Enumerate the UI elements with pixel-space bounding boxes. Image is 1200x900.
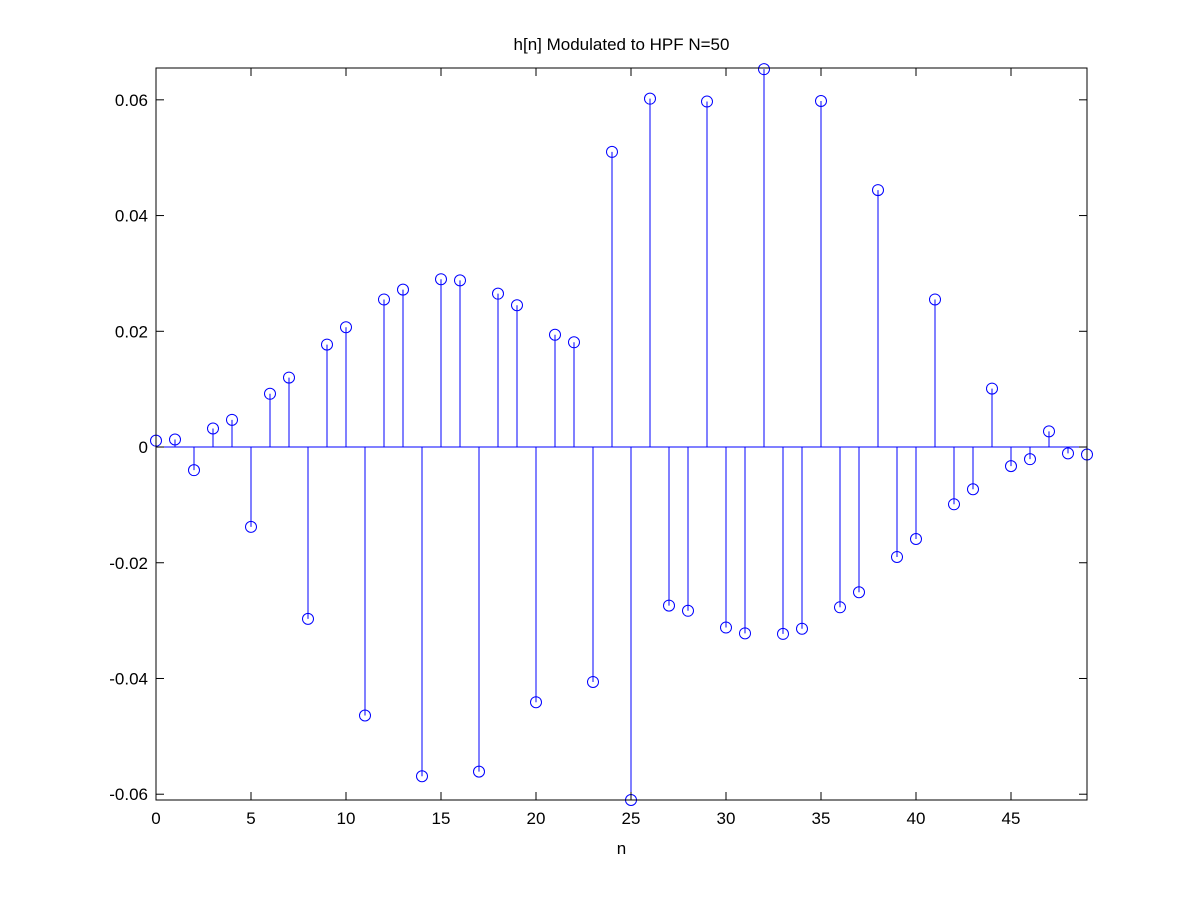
stem-marker xyxy=(682,604,694,617)
y-axis-ticks: -0.06 -0.04 -0.02 0 0.02 0.04 0.06 xyxy=(109,91,1087,804)
plot-area xyxy=(156,68,1087,800)
y-tick-label: -0.06 xyxy=(109,785,148,804)
stem-marker xyxy=(967,483,979,496)
stem-marker xyxy=(910,533,922,546)
stem-marker xyxy=(245,520,257,533)
stem-marker xyxy=(530,696,542,709)
stem-marker xyxy=(340,321,352,334)
stem-marker xyxy=(853,586,865,599)
axes-box xyxy=(155,67,1088,801)
stem-marker xyxy=(758,63,770,76)
x-tick-label: 15 xyxy=(432,809,451,828)
stem-marker xyxy=(568,336,580,349)
y-tick-label: 0.04 xyxy=(115,207,148,226)
stem-marker xyxy=(739,627,751,640)
stem-marker xyxy=(587,675,599,688)
stem-marker xyxy=(1043,425,1055,438)
stem-marker xyxy=(796,622,808,635)
stem-marker xyxy=(644,92,656,105)
x-axis-ticks: 0 5 10 15 20 25 30 35 40 45 xyxy=(151,68,1020,828)
stem-marker xyxy=(435,273,447,286)
stem-marker xyxy=(1024,453,1036,466)
y-tick-label: -0.02 xyxy=(109,554,148,573)
stem-marker xyxy=(416,770,428,783)
stem-marker xyxy=(188,464,200,477)
stem-marker xyxy=(473,765,485,778)
y-tick-label: 0 xyxy=(139,438,148,457)
axes-frame xyxy=(155,67,1088,801)
stem-marker xyxy=(986,382,998,395)
stem-marker xyxy=(834,601,846,614)
stem-marker xyxy=(891,550,903,563)
y-tick-label: -0.04 xyxy=(109,669,148,688)
stem-marker xyxy=(397,283,409,296)
x-tick-label: 20 xyxy=(527,809,546,828)
stem-marker xyxy=(207,422,219,435)
chart-title: h[n] Modulated to HPF N=50 xyxy=(514,35,730,54)
stem-marker xyxy=(492,287,504,300)
x-tick-label: 40 xyxy=(907,809,926,828)
y-tick-label: 0.02 xyxy=(115,322,148,341)
stem-marker xyxy=(1005,460,1017,473)
x-tick-label: 0 xyxy=(151,809,160,828)
stem-marker xyxy=(302,612,314,625)
stem-marker xyxy=(929,293,941,306)
stem-marker xyxy=(815,94,827,107)
stem-marker xyxy=(777,627,789,640)
stem-marker xyxy=(701,95,713,108)
x-tick-label: 5 xyxy=(246,809,255,828)
stem-series xyxy=(150,63,1093,806)
stem-marker xyxy=(359,709,371,722)
y-tick-label: 0.06 xyxy=(115,91,148,110)
stem-marker xyxy=(226,413,238,426)
stem-marker xyxy=(378,293,390,306)
stem-marker xyxy=(511,299,523,312)
stem-marker xyxy=(283,371,295,384)
stem-marker xyxy=(663,599,675,612)
stem-marker xyxy=(606,145,618,158)
x-axis-label: n xyxy=(617,839,626,858)
x-tick-label: 35 xyxy=(812,809,831,828)
stem-marker xyxy=(872,184,884,197)
stem-marker xyxy=(720,621,732,634)
stem-marker xyxy=(169,433,181,446)
stem-marker xyxy=(1062,447,1074,460)
x-tick-label: 30 xyxy=(717,809,736,828)
stem-marker xyxy=(454,274,466,287)
stem-marker xyxy=(549,328,561,341)
x-tick-label: 25 xyxy=(622,809,641,828)
stem-marker xyxy=(264,387,276,400)
stem-marker xyxy=(321,338,333,351)
stem-marker xyxy=(948,498,960,511)
x-tick-label: 45 xyxy=(1002,809,1021,828)
x-tick-label: 10 xyxy=(337,809,356,828)
